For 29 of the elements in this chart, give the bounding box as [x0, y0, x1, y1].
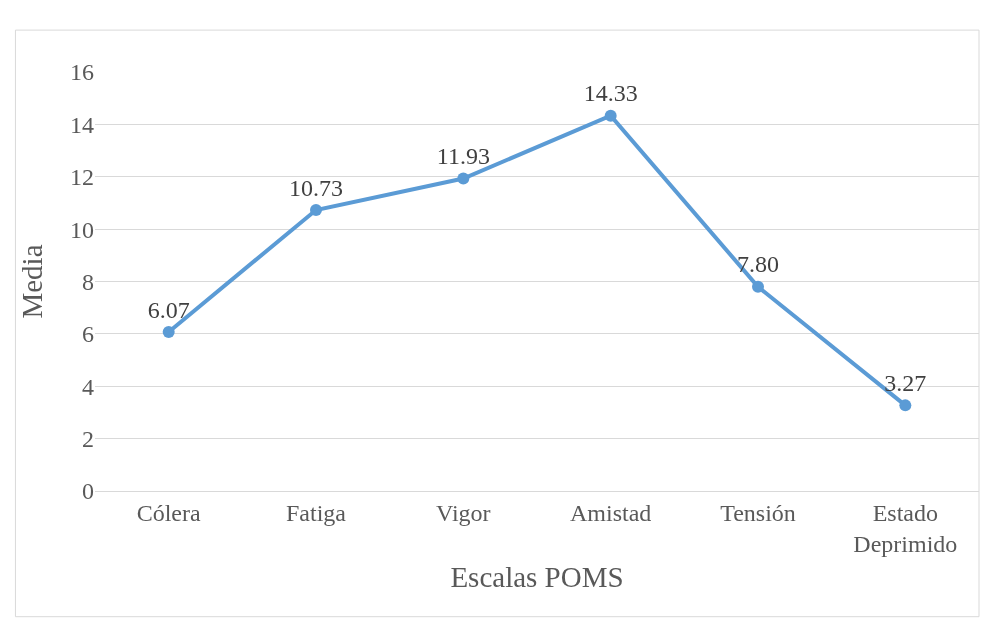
- data-label: 14.33: [583, 80, 638, 107]
- data-label: 10.73: [289, 174, 343, 201]
- point: [457, 172, 470, 185]
- data-label: 3.27: [884, 369, 927, 396]
- x-axis-title: Escalas POMS: [450, 560, 624, 593]
- point: [899, 399, 912, 412]
- data-label: 6.07: [147, 296, 190, 323]
- data-label: 7.80: [737, 251, 779, 278]
- y-tick-label: 8: [82, 268, 94, 295]
- x-tick-label: Estado Deprimido: [853, 499, 958, 557]
- x-tick-label: Tensión: [720, 499, 796, 526]
- x-tick-label: Amistad: [570, 499, 652, 526]
- y-tick-label: 2: [82, 426, 94, 453]
- y-tick-label: 10: [70, 216, 94, 243]
- y-tick-label: 14: [70, 111, 94, 138]
- y-axis-title: Media: [16, 244, 49, 319]
- y-tick-label: 6: [82, 321, 94, 348]
- point: [162, 326, 175, 339]
- point: [752, 280, 764, 293]
- x-tick-label: Cólera: [136, 499, 201, 526]
- y-tick-label: 0: [82, 478, 94, 505]
- y-tick-label: 12: [70, 164, 94, 191]
- x-tick-label: Fatiga: [286, 499, 347, 526]
- y-tick-label: 4: [82, 373, 94, 400]
- point: [604, 109, 617, 122]
- y-tick-label: 16: [70, 59, 94, 86]
- point: [310, 204, 322, 216]
- data-label: 11.93: [436, 143, 490, 170]
- x-tick-label: Vigor: [436, 499, 491, 526]
